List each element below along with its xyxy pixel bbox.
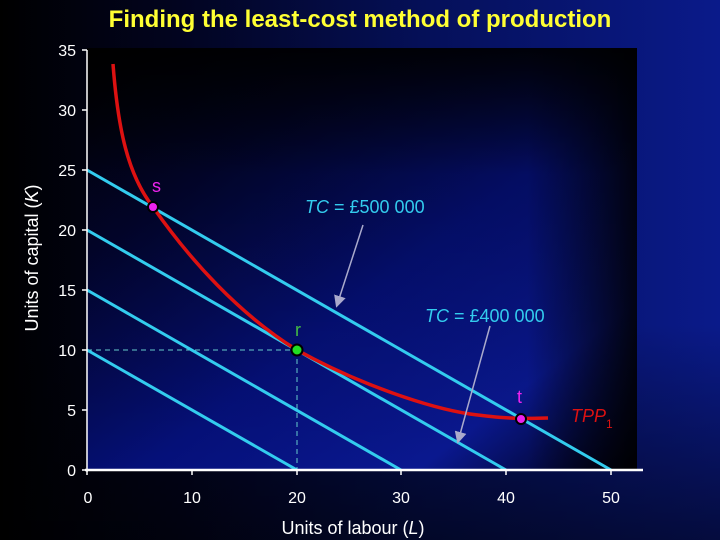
- y-tick-10: 10: [58, 343, 76, 360]
- y-tick-30: 30: [58, 103, 76, 120]
- tc500-label: TC = £500 000: [305, 197, 425, 217]
- arrow-tc400: [454, 325, 491, 444]
- y-axis-title: Units of capital (K): [22, 184, 42, 331]
- tc400-label: TC = £400 000: [425, 306, 545, 326]
- tpp-label: TPP1: [571, 406, 613, 431]
- point-t-marker: [515, 413, 527, 425]
- point-t-label: t: [517, 387, 522, 407]
- y-tick-20: 20: [58, 223, 76, 240]
- point-s-marker: [147, 201, 159, 213]
- x-tick-50: 50: [602, 490, 620, 507]
- y-tick-labels: 0 5 10 15 20 25 30 35: [58, 43, 76, 480]
- point-r-label: r: [295, 320, 301, 340]
- plot-area: [87, 48, 637, 470]
- y-tick-35: 35: [58, 43, 76, 60]
- isocost-line-15: [86, 288, 402, 472]
- x-tick-40: 40: [497, 490, 515, 507]
- x-axis: [85, 468, 643, 475]
- page-title: Finding the least-cost method of product…: [108, 6, 612, 33]
- y-tick-25: 25: [58, 163, 76, 180]
- x-axis-title: Units of labour (L): [281, 518, 424, 538]
- y-tick-0: 0: [67, 463, 76, 480]
- y-axis: [82, 49, 88, 472]
- isocost-line-10: [86, 348, 298, 472]
- x-tick-labels: 0 10 20 30 40 50: [84, 490, 620, 507]
- x-tick-10: 10: [183, 490, 201, 507]
- point-r-marker: [290, 343, 304, 357]
- y-tick-15: 15: [58, 283, 76, 300]
- reference-lines: [87, 349, 298, 470]
- x-tick-0: 0: [84, 490, 93, 507]
- y-tick-5: 5: [67, 403, 76, 420]
- arrow-tc500: [334, 224, 364, 308]
- isoquant-curve: [111, 63, 549, 421]
- x-tick-30: 30: [392, 490, 410, 507]
- x-tick-20: 20: [288, 490, 306, 507]
- point-s-label: s: [152, 176, 161, 196]
